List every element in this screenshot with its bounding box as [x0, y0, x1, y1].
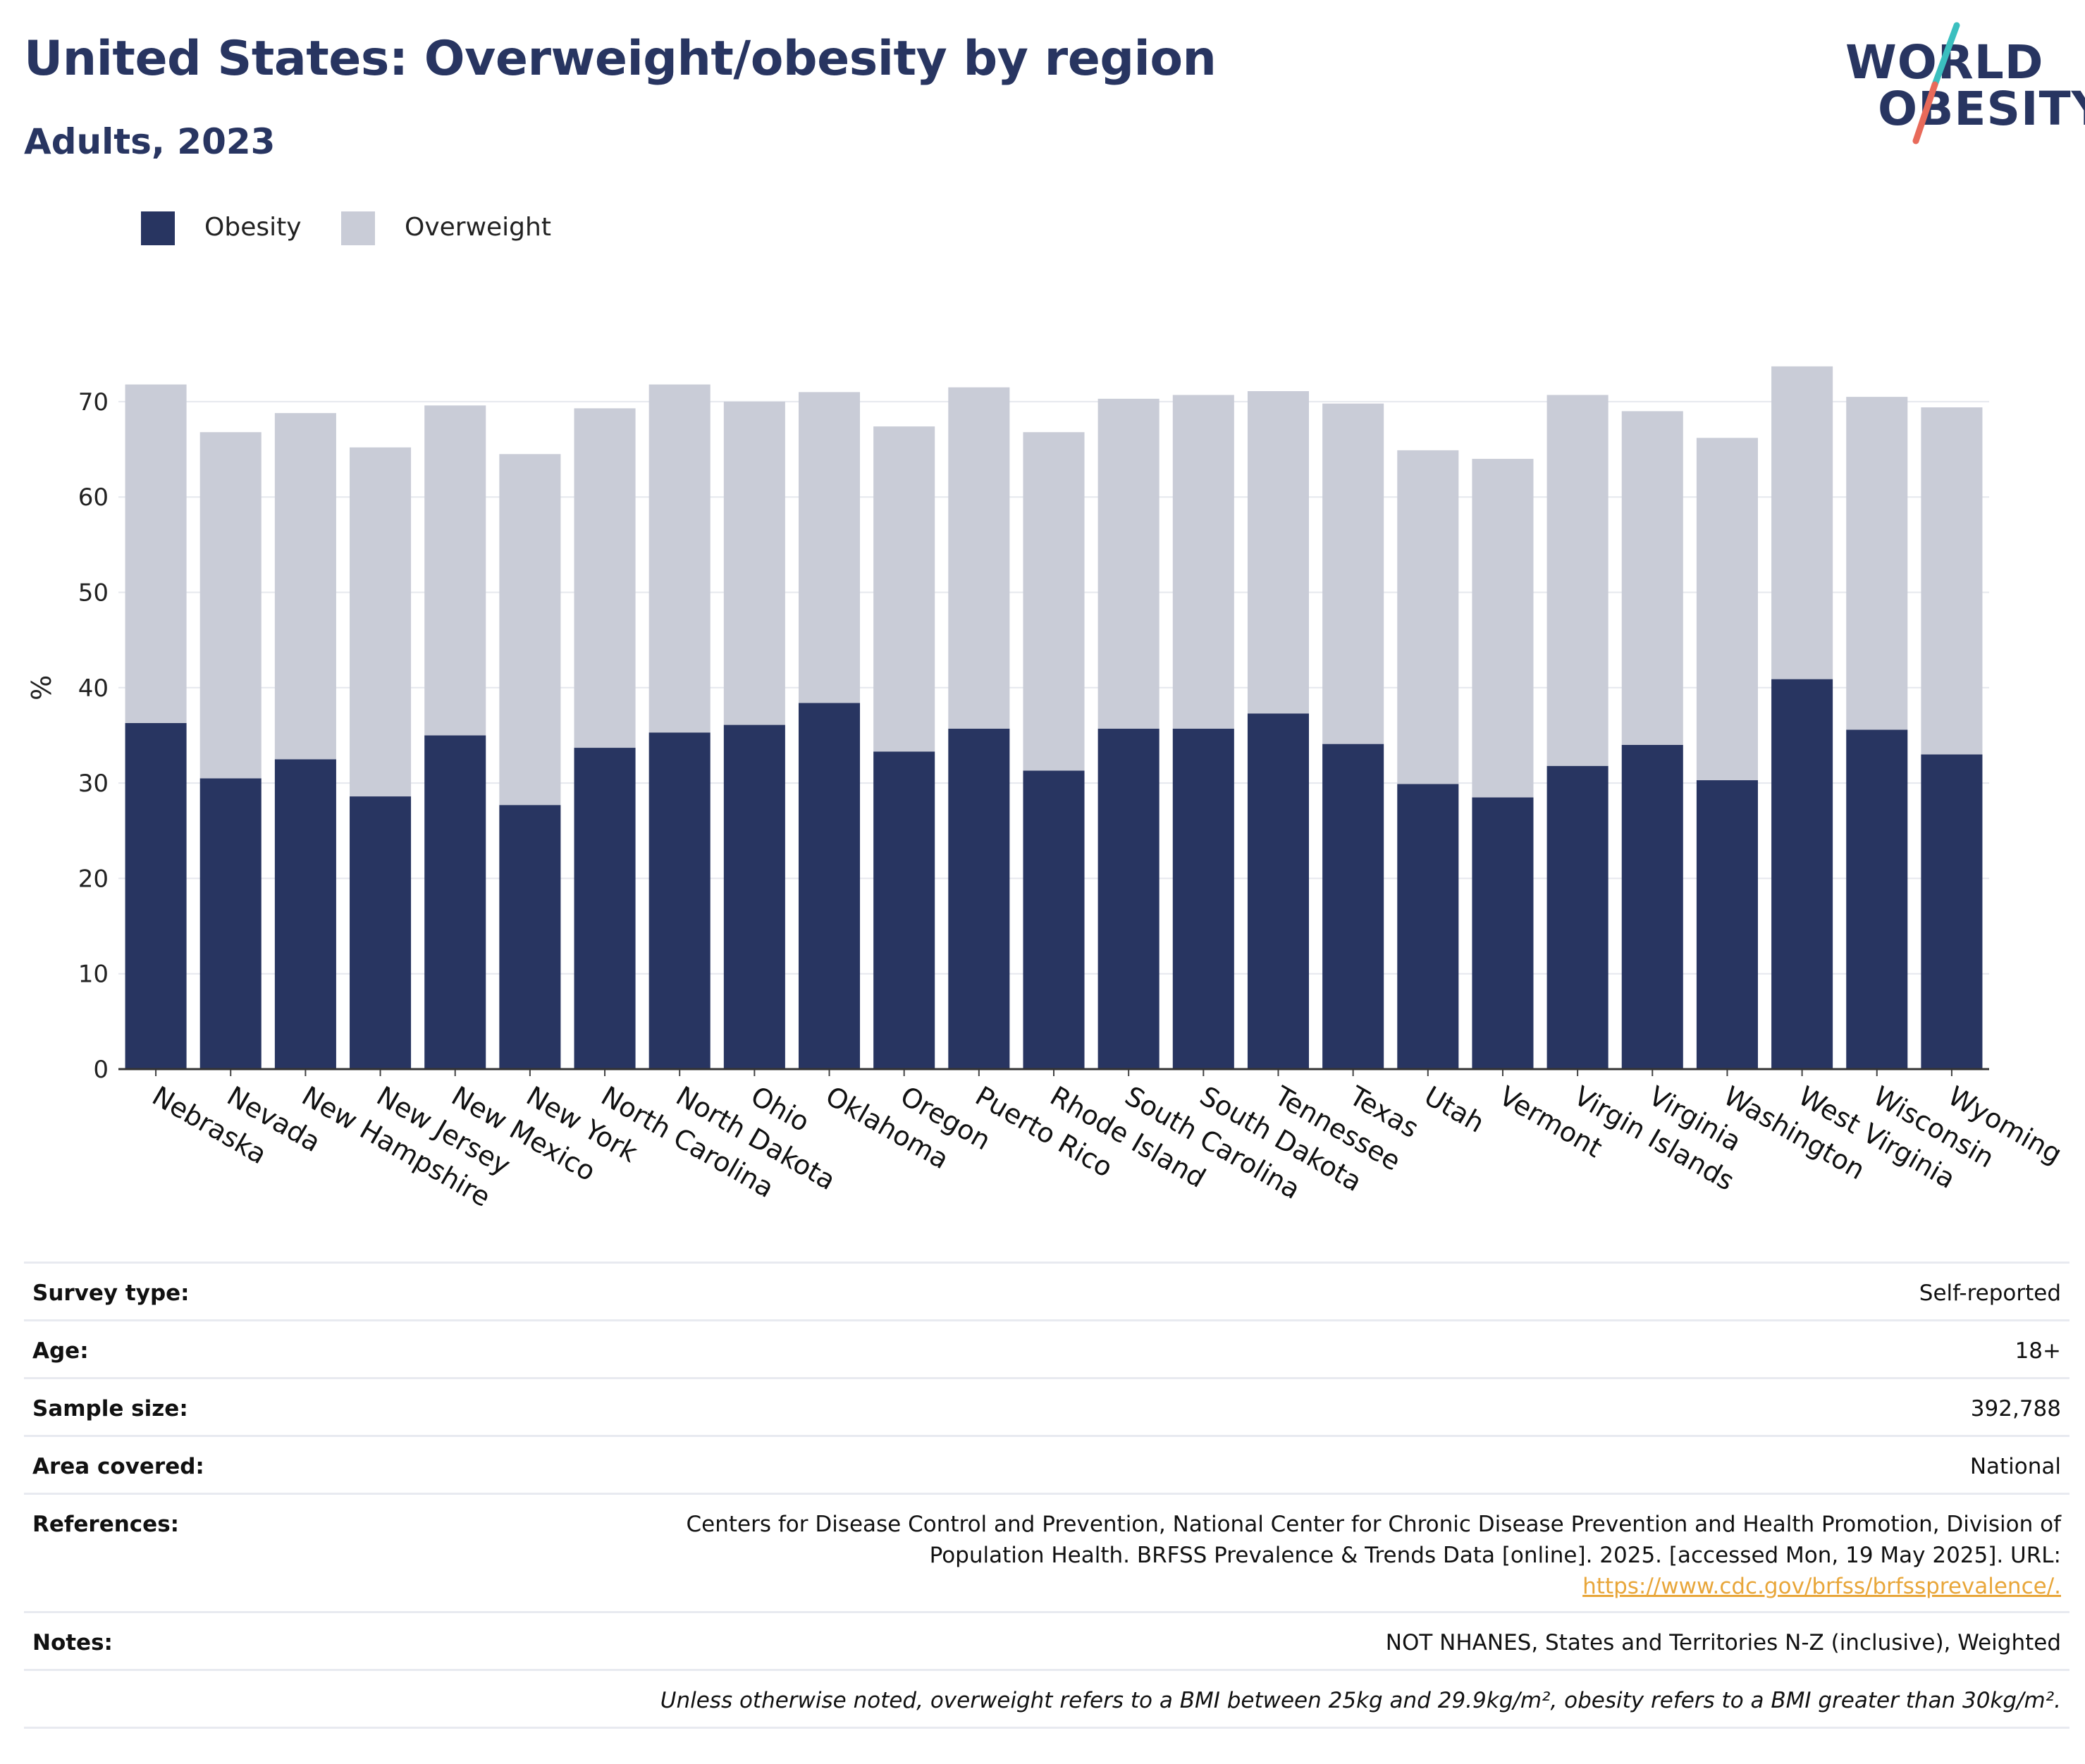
- bar-obesity: [1023, 770, 1085, 1069]
- bar-obesity: [1397, 784, 1459, 1069]
- bar-overweight: [1097, 398, 1160, 729]
- meta-value: 18+: [2015, 1338, 2061, 1364]
- legend-swatch-overweight: [341, 211, 375, 245]
- bar-overweight: [125, 384, 187, 723]
- meta-label: Survey type:: [32, 1281, 190, 1306]
- bar-obesity: [274, 759, 336, 1069]
- meta-value: NOT NHANES, States and Territories N-Z (…: [1385, 1630, 2061, 1655]
- page-subtitle: Adults, 2023: [24, 121, 276, 162]
- world-obesity-logo: WORLD OBESITY: [1833, 21, 2085, 155]
- bar-obesity: [723, 724, 785, 1069]
- y-tick-label: 10: [78, 961, 109, 989]
- bar-overweight: [723, 401, 785, 725]
- table-bottom-border: [24, 1727, 2069, 1729]
- bar-obesity: [1546, 765, 1609, 1069]
- bar-obesity: [350, 796, 412, 1069]
- meta-value: National: [1969, 1454, 2061, 1479]
- bar-obesity: [648, 732, 711, 1069]
- bar-overweight: [1696, 438, 1758, 781]
- meta-label: Sample size:: [32, 1396, 188, 1421]
- meta-label: Area covered:: [32, 1454, 204, 1479]
- legend-swatch-obesity: [141, 211, 175, 245]
- bar-obesity: [1846, 729, 1908, 1069]
- bar-obesity: [1696, 780, 1758, 1069]
- bar-obesity: [1097, 728, 1160, 1069]
- bar-obesity: [499, 805, 561, 1069]
- y-tick-label: 60: [78, 483, 109, 512]
- bar-overweight: [499, 454, 561, 806]
- footnote-text: Unless otherwise noted, overweight refer…: [660, 1688, 2061, 1713]
- bar-overweight: [648, 384, 711, 733]
- bar-obesity: [1771, 679, 1833, 1069]
- meta-row-age: Age: 18+: [24, 1319, 2069, 1379]
- bar-overweight: [199, 432, 262, 779]
- meta-label: Age:: [32, 1338, 89, 1364]
- bar-obesity: [1921, 754, 1983, 1069]
- page-title: United States: Overweight/obesity by reg…: [24, 31, 1217, 87]
- meta-row-survey-type: Survey type: Self-reported: [24, 1262, 2069, 1321]
- bar-obesity: [1172, 728, 1234, 1069]
- logo-word-2: OBESITY: [1878, 82, 2085, 136]
- bar-overweight: [1397, 450, 1459, 784]
- y-tick-label: 20: [78, 865, 109, 893]
- meta-label: References:: [32, 1512, 180, 1537]
- meta-row-footnote: Unless otherwise noted, overweight refer…: [24, 1669, 2069, 1729]
- y-tick-label: 70: [78, 388, 109, 417]
- meta-value: Self-reported: [1919, 1281, 2061, 1306]
- bar-overweight: [1846, 397, 1908, 730]
- meta-value: 392,788: [1970, 1396, 2061, 1421]
- meta-row-notes: Notes: NOT NHANES, States and Territorie…: [24, 1611, 2069, 1671]
- bar-overweight: [1546, 395, 1609, 766]
- bar-overweight: [1472, 459, 1534, 798]
- y-tick-label: 40: [78, 674, 109, 703]
- bar-obesity: [574, 748, 636, 1069]
- legend-label-overweight: Overweight: [405, 213, 551, 242]
- reference-line-2: Population Health. BRFSS Prevalence & Tr…: [929, 1543, 2061, 1568]
- bar-obesity: [948, 728, 1010, 1069]
- bar-obesity: [873, 751, 935, 1069]
- bar-overweight: [1172, 395, 1234, 729]
- y-tick-label: 50: [78, 579, 109, 607]
- bar-obesity: [424, 735, 486, 1069]
- x-tick-label: Utah: [1419, 1080, 1489, 1139]
- bar-overweight: [1247, 391, 1310, 714]
- meta-row-references: References: Centers for Disease Control …: [24, 1493, 2069, 1613]
- bar-overweight: [274, 413, 336, 760]
- reference-line-1: Centers for Disease Control and Preventi…: [686, 1512, 2062, 1537]
- bar-overweight: [948, 387, 1010, 729]
- bar-obesity: [125, 722, 187, 1069]
- meta-row-area-covered: Area covered: National: [24, 1435, 2069, 1495]
- bar-overweight: [873, 426, 935, 752]
- bar-overweight: [1023, 432, 1085, 771]
- meta-row-sample-size: Sample size: 392,788: [24, 1377, 2069, 1437]
- bar-overweight: [1322, 403, 1384, 744]
- bar-overweight: [574, 408, 636, 748]
- bar-obesity: [798, 703, 861, 1069]
- bar-obesity: [1322, 744, 1384, 1069]
- bar-overweight: [350, 447, 412, 797]
- reference-link[interactable]: https://www.cdc.gov/brfss/brfssprevalenc…: [1582, 1574, 2061, 1599]
- legend-label-obesity: Obesity: [204, 213, 302, 242]
- bar-obesity: [199, 778, 262, 1069]
- logo-slash-icon: [1912, 22, 1960, 144]
- bar-obesity: [1472, 797, 1534, 1069]
- bar-obesity: [1621, 744, 1683, 1069]
- y-tick-label: 0: [93, 1056, 109, 1084]
- y-tick-label: 30: [78, 770, 109, 798]
- y-axis-label: %: [26, 675, 57, 701]
- bar-overweight: [798, 392, 861, 703]
- bar-overweight: [1771, 366, 1833, 679]
- meta-value: Centers for Disease Control and Preventi…: [687, 1509, 2062, 1602]
- bar-overweight: [424, 405, 486, 736]
- bar-overweight: [1621, 411, 1683, 745]
- bar-obesity: [1247, 713, 1310, 1069]
- meta-label: Notes:: [32, 1630, 113, 1655]
- bar-overweight: [1921, 407, 1983, 755]
